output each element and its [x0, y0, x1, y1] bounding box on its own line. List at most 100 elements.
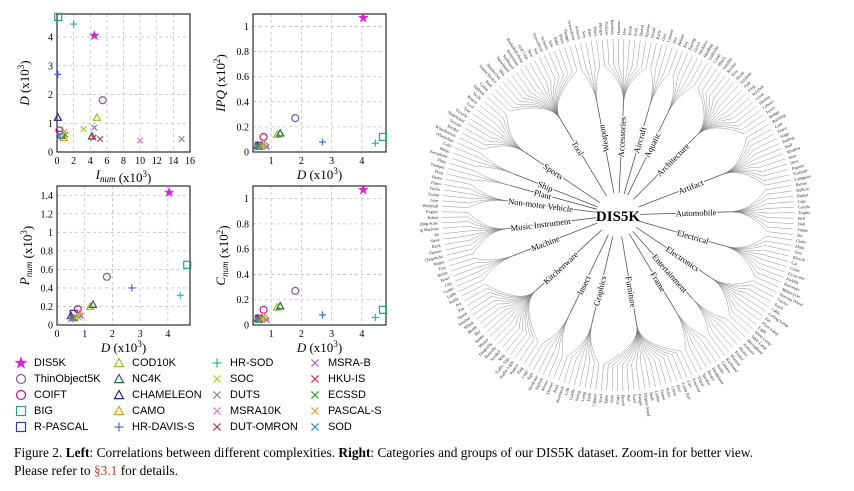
- tree-branch: [623, 107, 650, 194]
- tree-leaf-label: Stair: [788, 153, 798, 160]
- tree-leaf-label: Guitar: [428, 191, 440, 197]
- tree-leaf-label: Game Pad: [681, 382, 692, 401]
- tree-leaf-link: [462, 132, 526, 153]
- tree-branch: [629, 233, 677, 312]
- x-tick-label: 1: [269, 329, 274, 340]
- legend-label: DUT-OMRON: [230, 420, 298, 433]
- legend-item-hr-davis-s: HR-DAVIS-S: [112, 419, 195, 434]
- tree-leaf-label: Wall: [784, 142, 794, 150]
- tree-leaf-link: [725, 236, 793, 248]
- legend-item-coift: COIFT: [14, 387, 67, 402]
- y-tick-label: 0: [48, 321, 53, 332]
- tree-leaf-label: Tree: [463, 106, 472, 114]
- tree-leaf-link: [729, 211, 793, 235]
- tree-leaf-link: [461, 283, 536, 297]
- tree-leaf-link: [590, 41, 598, 105]
- legend-label: PASCAL-S: [328, 404, 382, 417]
- tree-leaf-link: [696, 106, 757, 136]
- x-tick-label: 8: [121, 156, 126, 167]
- tree-leaf-link: [623, 41, 646, 104]
- plot-ipq: 1 2 3 4 0 0.2 0.4 0.6 0.8 1 D (x103) IPQ (x102): [212, 12, 388, 182]
- tree-leaf-label: Sewing Machine: [420, 226, 439, 233]
- tree-leaf-label: Scissors: [540, 36, 550, 51]
- legend-label: BIG: [34, 404, 53, 417]
- tree-leaf-link: [528, 315, 570, 367]
- tree-leaf-label: Saw: [581, 30, 587, 38]
- legend-item-pascal-s: PASCAL-S: [308, 403, 382, 418]
- y-tick-label: 0.6: [237, 72, 250, 83]
- tree-leaf-label: Railing: [782, 134, 796, 144]
- tree-leaf-label: Poker: [665, 387, 673, 398]
- legend-item-camo: CAMO: [112, 403, 165, 418]
- legend-item-ecssd: ECSSD: [308, 387, 366, 402]
- point-pascal-s: [258, 142, 266, 149]
- legend-label: COIFT: [34, 388, 67, 401]
- tree-leaf-label: Harp: [434, 169, 443, 176]
- tree-leaf-link: [722, 128, 772, 175]
- point-hr-sod: [176, 291, 184, 299]
- y-tick-label: 0: [244, 148, 249, 159]
- tree-branch: [591, 236, 614, 324]
- tree-leaf-link: [649, 49, 678, 108]
- tree-leaf-label: Ladle: [446, 291, 457, 300]
- tree-leaf-label: Toy: [797, 233, 805, 239]
- point-duts: [178, 135, 185, 143]
- tree-leaf-label: Axe: [671, 36, 678, 44]
- tree-branch: [506, 217, 597, 230]
- x-tick-label: 0: [55, 156, 60, 167]
- tree-leaf-label: Weighing Scale: [420, 220, 438, 226]
- tree-leaf-link: [722, 172, 791, 186]
- tree-branch: [639, 211, 730, 215]
- tree-leaf-link: [464, 288, 536, 302]
- tree-leaf-label: Statue: [797, 227, 808, 233]
- legend-label: HR-SOD: [230, 356, 274, 369]
- tree-leaf-link: [666, 60, 703, 115]
- point-big: [183, 260, 192, 269]
- tree-leaf-label: Yacht: [472, 91, 483, 102]
- tree-group-architecture: ArchitectureCombWatchSatelliteRocketKite…: [633, 53, 780, 200]
- y-tick-label: 0.4: [237, 97, 250, 108]
- tree-leaf-label: Fork: [633, 27, 639, 36]
- x-marker-icon: [212, 374, 222, 383]
- tree-leaf-label: Stage: [779, 131, 790, 140]
- tree-leaf-link: [457, 142, 514, 175]
- plus-marker-icon: [114, 422, 124, 431]
- point-hr-davis-s: [128, 284, 136, 292]
- tree-group-label: Kitchenware: [541, 249, 580, 286]
- y-tick-label: 0.4: [237, 270, 250, 281]
- tree-leaf-link: [722, 138, 777, 175]
- tree-leaf-label: Key: [682, 39, 690, 48]
- legend: DIS5K ThinObject5K COIFT BIG R-PASCAL COD10K N…: [14, 355, 404, 435]
- caption-section-link[interactable]: §3.1: [93, 463, 118, 478]
- tree-group-label: Music Instrument: [510, 216, 572, 233]
- legend-label: CAMO: [132, 404, 165, 417]
- legend-label: ECSSD: [328, 388, 366, 401]
- legend-item-r-pascal: R-PASCAL: [14, 419, 88, 434]
- tree-leaf-label: Crown: [692, 40, 702, 53]
- legend-label: DIS5K: [34, 356, 66, 369]
- tree-leaf-label: Basket: [797, 192, 810, 198]
- y-axis-label: Cnum (x102): [213, 225, 231, 285]
- tree-leaf-label: Chopsticks: [424, 254, 444, 263]
- tree-leaf-label: Watch: [717, 55, 728, 67]
- tree-leaf-link: [442, 211, 507, 230]
- point-hr-davis-s: [54, 70, 62, 78]
- x-tick-label: 4: [359, 156, 364, 167]
- tree-leaf-link: [649, 44, 662, 108]
- tree-leaf-label: Drone: [735, 70, 746, 81]
- tree-leaf-label: Pot: [455, 300, 463, 308]
- tree-leaf-link: [447, 228, 507, 261]
- legend-item-soc: SOC: [210, 371, 254, 386]
- x-tick-label: 6: [104, 156, 109, 167]
- tree-group-automobile: Automobile BarrierBalloonBasketCageCandle…: [639, 180, 811, 239]
- point-hku-is: [90, 134, 97, 141]
- tree-leaf-link: [710, 277, 749, 333]
- legend-item-msra-b: MSRA-B: [308, 355, 371, 370]
- tree-leaf-link: [448, 168, 511, 186]
- legend-item-big: BIG: [14, 403, 53, 418]
- point-dis5k: [163, 186, 175, 198]
- x-axis-label: D (x103): [100, 339, 146, 355]
- tree-leaf-label: Rack: [432, 243, 442, 250]
